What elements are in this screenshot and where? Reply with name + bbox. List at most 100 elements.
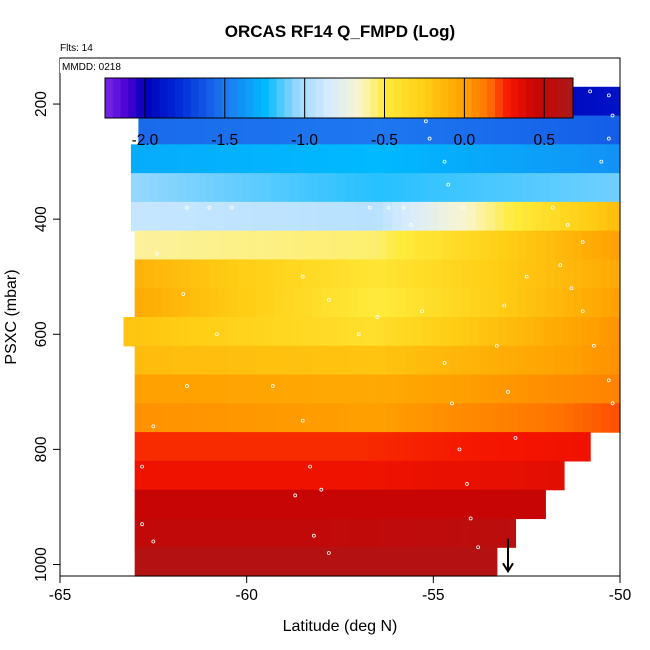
heatmap-cell [401,201,412,232]
track-point [446,182,451,187]
heatmap-cell [181,374,192,404]
heatmap-cell [302,489,313,520]
heatmap-cell [231,115,242,145]
heatmap-cell [543,317,554,347]
heatmap-cell [508,288,518,318]
heatmap-cell [162,403,173,433]
heatmap-cell [218,288,229,318]
heatmap-cell [340,489,350,520]
heatmap-cell [489,403,500,433]
heatmap-cell [610,345,621,376]
heatmap-cell [442,547,453,577]
heatmap-cell [209,518,220,548]
heatmap-cell [424,403,434,433]
heatmap-cell [256,460,266,491]
heatmap-cell [312,230,322,261]
colorbar-frame [104,77,574,119]
heatmap-cell [321,288,332,318]
heatmap-cell [153,547,164,577]
heatmap-cell [452,460,462,491]
heatmap-cell [130,173,141,203]
heatmap-cell [470,374,481,404]
heatmap-cell [306,115,317,145]
heatmap-cell [246,432,257,462]
heatmap-cell [246,547,257,577]
heatmap-cell [162,518,173,548]
heatmap-cell [448,201,459,232]
heatmap-cell [562,317,573,347]
colorbar-segment [526,78,535,118]
heatmap-cell [610,403,621,433]
heatmap-cell [228,547,238,577]
heatmap-cell [368,230,378,261]
heatmap-cell [452,489,462,520]
heatmap-cell [396,432,406,462]
x-tick-label: -50 [609,587,632,604]
heatmap-cell [274,460,285,491]
heatmap-cell [588,201,599,232]
heatmap-cell [474,115,485,145]
track-point [151,539,156,544]
heatmap-cell [564,432,574,462]
heatmap-cell [597,201,608,232]
heatmap-cell [293,230,304,261]
heatmap-cell [368,374,378,404]
heatmap-cell [508,489,518,520]
colorbar: -2.0 -1.5 -1.0 -0.5 0.0 0.5 [104,77,574,149]
heatmap-cell [256,489,266,520]
heatmap-cell [338,317,349,347]
heatmap-cell [250,115,261,145]
heatmap-cell [149,173,160,203]
heatmap-cell [237,259,248,289]
heatmap-cell [358,432,369,462]
heatmap-cell [284,547,294,577]
heatmap-cell [588,173,599,203]
heatmap-cell [386,518,397,548]
heatmap-cell [536,374,546,404]
heatmap-cell [186,201,197,232]
heatmap-cell [246,259,257,289]
colorbar-segment [105,78,114,118]
heatmap-cell [513,201,524,232]
heatmap-cell [424,374,434,404]
heatmap-cell [358,230,369,261]
colorbar-segment [401,78,410,118]
heatmap-cell [330,403,341,433]
heatmap-cell [377,460,388,491]
heatmap-cell [310,317,321,347]
heatmap-cell [330,259,341,289]
heatmap-cell [200,460,210,491]
heatmap-cell [461,518,472,548]
heatmap-cell [545,230,556,261]
heatmap-cell [274,230,285,261]
colorbar-tick-label: 0.0 [454,132,476,149]
heatmap-cell [218,259,229,289]
heatmap-cell [325,115,335,145]
heatmap-cell [354,173,365,203]
heatmap-cell [177,201,188,232]
heatmap-cell [168,144,179,174]
heatmap-cell [571,317,582,347]
heatmap-cell [592,403,602,433]
heatmap-cell [396,288,406,318]
heatmap-cell [582,259,593,289]
heatmap-cell [158,144,169,174]
date-label-box [60,59,136,73]
heatmap-cell [354,201,365,232]
heatmap-cell [396,403,406,433]
heatmap-cell [144,403,154,433]
heatmap-cell [489,518,500,548]
heatmap-cell [368,432,378,462]
heatmap-cell [480,547,490,577]
heatmap-cell [162,374,173,404]
heatmap-cell [265,460,276,491]
colorbar-segment [292,78,301,118]
heatmap-cell [284,432,294,462]
heatmap-cell [213,115,223,145]
heatmap-cell [218,230,229,261]
heatmap-cell [468,317,479,347]
heatmap-cell [550,173,561,203]
heatmap-cell [270,173,281,203]
heatmap-cell [597,173,608,203]
heatmap-cell [153,259,164,289]
